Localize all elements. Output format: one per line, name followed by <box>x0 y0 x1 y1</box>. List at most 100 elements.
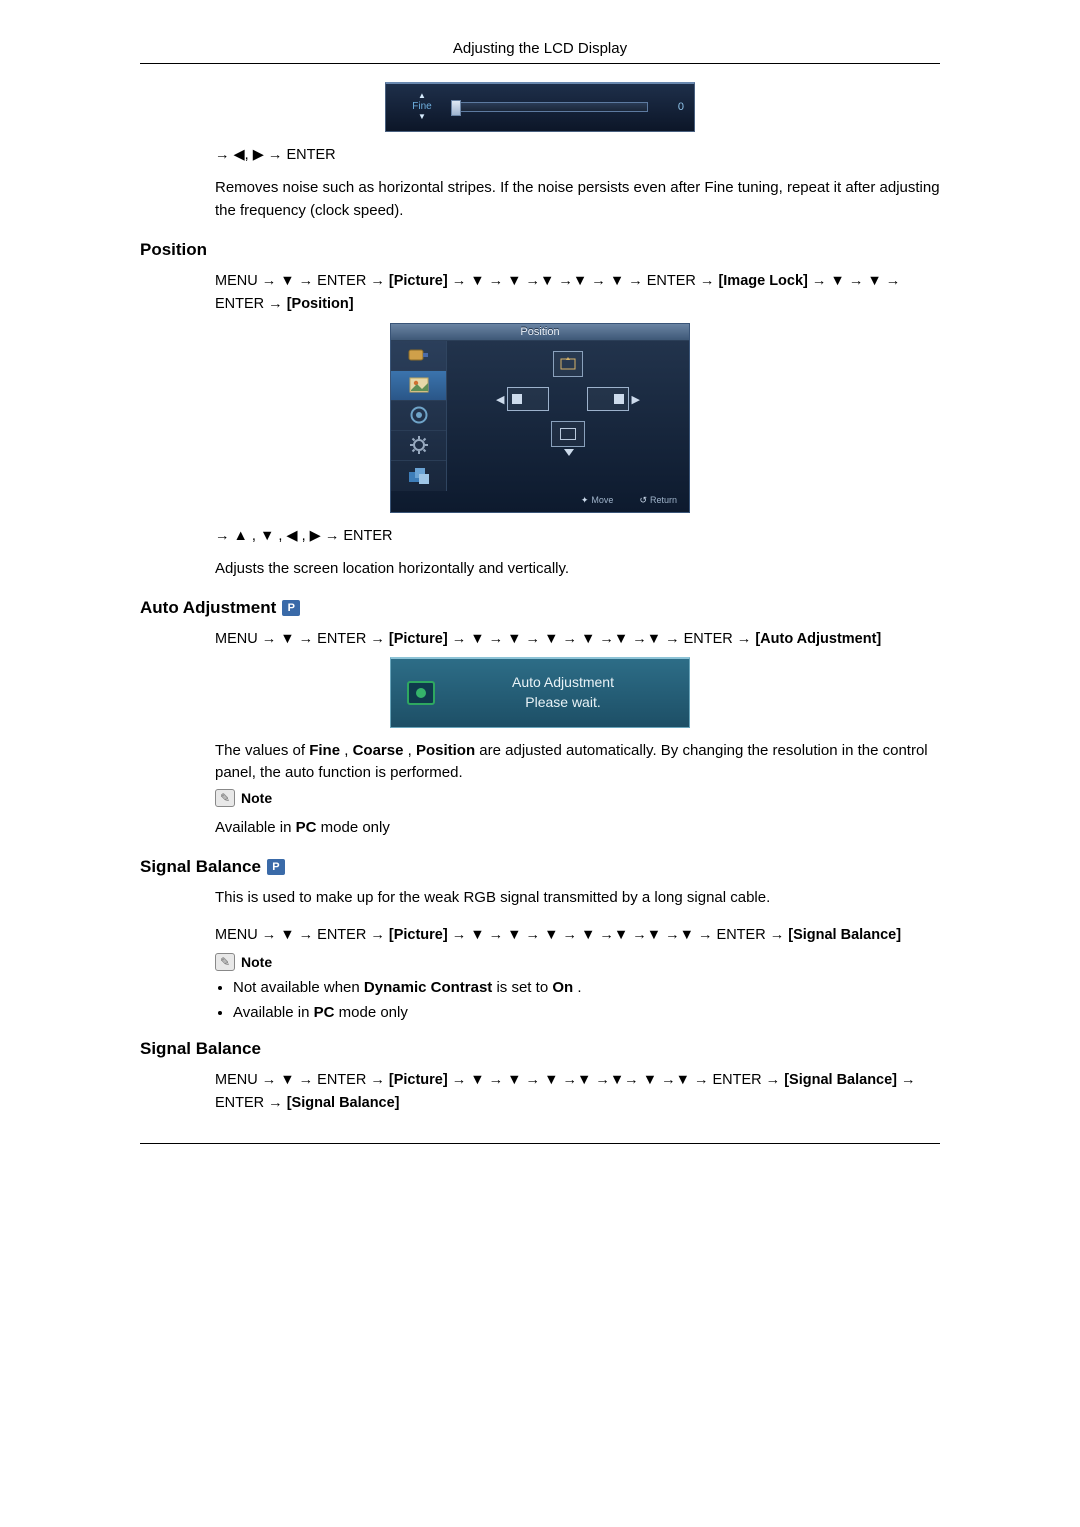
osd-title: Position <box>391 324 689 341</box>
sidebar-sound-icon[interactable] <box>391 401 446 431</box>
auto-row: Auto Adjustment Please wait. <box>407 673 673 712</box>
fine-label-col: ▲ Fine ▼ <box>396 92 448 121</box>
fine-block: → ◀, ▶ → ENTER Removes noise such as hor… <box>215 144 940 222</box>
list-item: Available in PC mode only <box>233 1004 940 1021</box>
figure-fine: ▲ Fine ▼ 0 <box>385 82 695 132</box>
nav-sigbal: [Signal Balance] <box>784 1072 897 1088</box>
up-triangle-icon: ▲ <box>418 92 426 100</box>
bar-icon <box>512 394 522 404</box>
nav-seg: → ▼ → ▼ → ▼ → ▼ →▼ →▼ →▼ → ENTER → <box>452 927 789 943</box>
seg-b: PC <box>296 819 317 836</box>
auto-text: Auto Adjustment Please wait. <box>453 673 673 712</box>
content: ▲ Fine ▼ 0 → ◀, ▶ → ENTER Removes noise … <box>140 82 940 1115</box>
sigbal1-block: This is used to make up for the weak RGB… <box>215 887 940 1021</box>
left-triangle-icon: ◀ <box>496 393 504 406</box>
bar-icon <box>614 394 624 404</box>
seg-b: PC <box>314 1004 335 1021</box>
sigbal1-nav: MENU → ▼ → ENTER → [Picture] → ▼ → ▼ → ▼… <box>215 924 940 947</box>
inner-icon <box>560 428 576 440</box>
nav-picture: [Picture] <box>389 631 448 647</box>
return-label: Return <box>650 495 677 505</box>
fine-nav: → ◀, ▶ → ENTER <box>215 144 940 167</box>
nav-position: [Position] <box>287 296 354 312</box>
footer-rule <box>140 1143 940 1144</box>
nav-seg: MENU → ▼ → ENTER → <box>215 631 389 647</box>
info-dot <box>416 688 426 698</box>
auto-after: The values of Fine , Coarse , Position a… <box>215 740 940 840</box>
seg: is set to <box>496 979 552 996</box>
sidebar-setup-icon[interactable] <box>391 431 446 461</box>
position-h-row: ◀ ▶ <box>507 387 629 411</box>
note-icon: ✎ <box>215 953 235 971</box>
sidebar-picture-icon[interactable] <box>391 371 446 401</box>
position-preview-icon <box>553 351 583 377</box>
nav-picture: [Picture] <box>389 273 448 289</box>
right-triangle-icon: ▶ <box>632 393 640 406</box>
seg-b: Fine <box>309 742 340 759</box>
sigbal2-nav: MENU → ▼ → ENTER → [Picture] → ▼ → ▼ → ▼… <box>215 1069 940 1115</box>
sigbal2-heading: Signal Balance <box>140 1039 940 1059</box>
figure-auto-wrap: Auto Adjustment Please wait. <box>140 657 940 727</box>
sidebar-input-icon[interactable] <box>391 341 446 371</box>
nav-picture: [Picture] <box>389 1072 448 1088</box>
auto-line2: Please wait. <box>453 693 673 713</box>
figure-auto: Auto Adjustment Please wait. <box>390 657 690 727</box>
fine-body: Removes noise such as horizontal stripes… <box>215 177 940 222</box>
seg: , <box>344 742 352 759</box>
seg: . <box>577 979 581 996</box>
position-h-right[interactable]: ▶ <box>587 387 629 411</box>
seg-b: Position <box>416 742 475 759</box>
pc-badge: P <box>267 859 285 875</box>
move-label: Move <box>591 495 613 505</box>
nav-enter: → ENTER <box>268 147 336 163</box>
auto-body: The values of Fine , Coarse , Position a… <box>215 740 940 785</box>
position-block: MENU → ▼ → ENTER → [Picture] → ▼ → ▼ →▼ … <box>215 270 940 316</box>
sigbal1-title: Signal Balance <box>140 857 261 877</box>
seg: mode only <box>321 819 390 836</box>
nav-sigbal: [Signal Balance] <box>788 927 901 943</box>
page: Adjusting the LCD Display ▲ Fine ▼ 0 <box>130 40 950 1144</box>
sigbal1-heading: Signal Balance P <box>140 857 940 877</box>
auto-line1: Auto Adjustment <box>453 673 673 693</box>
osd-body: ◀ ▶ <box>391 341 689 491</box>
list-item: Not available when Dynamic Contrast is s… <box>233 979 940 996</box>
page-title: Adjusting the LCD Display <box>453 40 627 57</box>
nav-seg: → ▼ → ▼ → ▼ → ▼ →▼ →▼ → ENTER → <box>452 631 756 647</box>
sigbal1-intro: This is used to make up for the weak RGB… <box>215 887 940 910</box>
auto-heading: Auto Adjustment P <box>140 598 940 618</box>
fine-slider-knob[interactable] <box>451 100 461 116</box>
nav-picture: [Picture] <box>389 927 448 943</box>
auto-block: MENU → ▼ → ENTER → [Picture] → ▼ → ▼ → ▼… <box>215 628 940 651</box>
nav-sigbal2: [Signal Balance] <box>287 1095 400 1111</box>
nav-prefix: → <box>215 147 234 163</box>
down-triangle-icon: ▼ <box>418 113 426 121</box>
osd-footer: ✦Move ↺Return <box>391 491 689 512</box>
seg-b: On <box>552 979 573 996</box>
fine-label: Fine <box>412 101 431 112</box>
position-v-box[interactable] <box>551 421 585 447</box>
position-body: Adjusts the screen location horizontally… <box>215 558 940 581</box>
position-h-left[interactable]: ◀ <box>507 387 549 411</box>
page-header: Adjusting the LCD Display <box>140 40 940 64</box>
seg-b: Coarse <box>353 742 404 759</box>
note-row: ✎ Note <box>215 789 940 807</box>
seg: Available in <box>215 819 296 836</box>
figure-position-wrap: Position <box>140 323 940 513</box>
osd-main: ◀ ▶ <box>447 341 689 491</box>
seg: mode only <box>339 1004 408 1021</box>
fine-slider-track[interactable] <box>458 102 648 112</box>
position-nav2: → ▲ , ▼ , ◀ , ▶ → ENTER <box>215 525 940 548</box>
seg: Not available when <box>233 979 364 996</box>
seg: The values of <box>215 742 309 759</box>
nav-imagelock: [Image Lock] <box>718 273 807 289</box>
position-heading: Position <box>140 240 940 260</box>
nav-seg: → ▼ → ▼ → ▼ →▼ →▼→ ▼ →▼ → ENTER → <box>452 1072 784 1088</box>
figure-position: Position <box>390 323 690 513</box>
auto-nav: MENU → ▼ → ENTER → [Picture] → ▼ → ▼ → ▼… <box>215 628 940 651</box>
nav-seg: MENU → ▼ → ENTER → <box>215 273 389 289</box>
note-icon: ✎ <box>215 789 235 807</box>
pc-badge: P <box>282 600 300 616</box>
sigbal1-bullets: Not available when Dynamic Contrast is s… <box>233 979 940 1021</box>
sigbal2-block: MENU → ▼ → ENTER → [Picture] → ▼ → ▼ → ▼… <box>215 1069 940 1115</box>
sidebar-multi-icon[interactable] <box>391 461 446 491</box>
